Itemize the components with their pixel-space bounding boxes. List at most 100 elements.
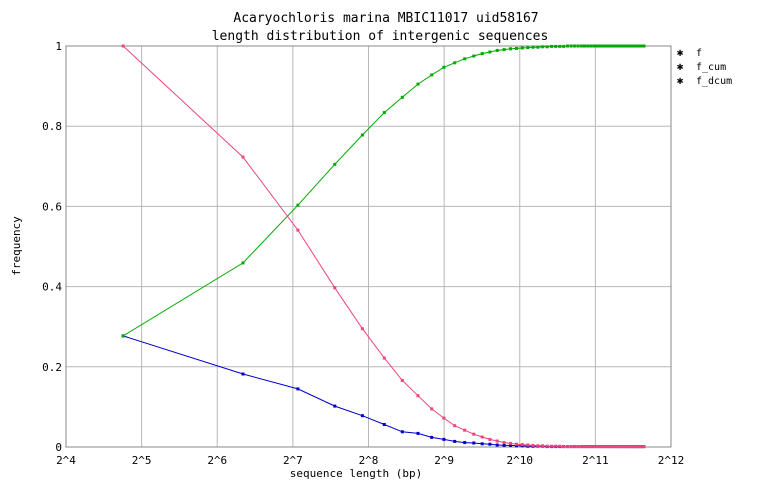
data-point [416, 82, 420, 86]
series-line [122, 45, 644, 448]
data-point [576, 44, 580, 48]
data-point [595, 445, 598, 449]
data-point [562, 44, 566, 48]
x-tick-label: 2^5 [132, 454, 152, 467]
data-point [573, 445, 577, 449]
legend-marker-icon: ✱ [677, 46, 684, 59]
y-tick-labels: 0 0.2 0.4 0.6 0.8 1 [42, 40, 62, 454]
data-point [495, 48, 499, 52]
data-point [626, 445, 630, 449]
data-point [453, 439, 457, 443]
data-point [573, 44, 577, 48]
data-point [605, 44, 609, 48]
legend-item: ✱ f_cum [677, 60, 726, 73]
legend-label: f_dcum [696, 76, 732, 87]
data-point [595, 44, 598, 48]
data-point [453, 61, 457, 65]
data-point [620, 445, 624, 449]
data-point [296, 387, 300, 391]
y-tick-label: 1 [55, 40, 62, 53]
data-point [520, 443, 524, 447]
data-point [603, 445, 607, 449]
data-point [592, 445, 596, 449]
legend-label: f [696, 48, 702, 59]
data-point [241, 261, 245, 265]
data-point [636, 445, 640, 449]
data-point [382, 423, 386, 426]
series-line [122, 45, 644, 337]
data-point [558, 44, 562, 48]
data-point [536, 444, 540, 448]
data-point [617, 44, 621, 48]
plot-area-border [65, 45, 672, 448]
data-point [624, 44, 628, 48]
data-point [583, 445, 586, 449]
data-point [566, 445, 569, 449]
data-point [615, 445, 619, 449]
data-point [613, 44, 617, 48]
data-point [515, 442, 518, 446]
data-point [620, 44, 624, 48]
data-point [333, 404, 337, 408]
data-point [545, 45, 549, 49]
data-point [589, 44, 593, 48]
data-point [562, 445, 566, 449]
data-point [640, 445, 644, 449]
data-point [632, 445, 636, 449]
data-point [636, 44, 640, 48]
data-point [554, 444, 558, 448]
data-point [430, 73, 434, 77]
chart-title-line2: length distribution of intergenic sequen… [212, 29, 549, 44]
y-tick-label: 0.8 [42, 120, 62, 133]
data-point [472, 54, 476, 58]
y-axis-label: frequency [10, 216, 23, 276]
data-point [622, 44, 626, 48]
data-point [442, 437, 446, 441]
data-point [569, 445, 573, 449]
data-point [610, 44, 614, 48]
data-point [360, 327, 364, 331]
data-point [531, 443, 535, 447]
data-point [589, 445, 593, 449]
data-point [502, 48, 506, 52]
data-point [472, 432, 476, 436]
data-point [583, 44, 586, 48]
x-tick-label: 2^7 [283, 454, 303, 467]
data-point [360, 414, 364, 418]
data-point [442, 65, 446, 69]
data-point [121, 334, 125, 338]
data-point [592, 44, 596, 48]
legend-item: ✱ f_dcum [677, 74, 732, 87]
data-point [586, 44, 590, 48]
data-point [617, 445, 621, 449]
data-point [360, 133, 364, 137]
data-point [480, 52, 484, 56]
data-point [634, 44, 638, 48]
series-layer [121, 44, 646, 449]
data-point [400, 430, 404, 434]
data-point [600, 44, 604, 48]
data-point [608, 445, 612, 449]
data-point [509, 47, 512, 51]
data-point [622, 445, 626, 449]
chart-title-line1: Acaryochloris marina MBIC11017 uid58167 [233, 11, 538, 26]
x-tick-label: 2^6 [207, 454, 227, 467]
data-point [382, 111, 386, 115]
data-point [121, 44, 125, 48]
series-f-dcum [121, 44, 646, 449]
series-line [122, 335, 644, 448]
y-tick-label: 0 [55, 441, 62, 454]
data-point [605, 445, 609, 449]
data-point [642, 44, 646, 48]
data-point [597, 44, 601, 48]
data-point [509, 443, 512, 447]
x-tick-label: 2^4 [56, 454, 76, 467]
data-point [502, 441, 506, 445]
data-point [545, 444, 549, 448]
data-point [638, 445, 642, 449]
grid [65, 45, 672, 448]
data-point [495, 443, 499, 447]
data-point [488, 50, 492, 54]
data-point [541, 45, 545, 49]
